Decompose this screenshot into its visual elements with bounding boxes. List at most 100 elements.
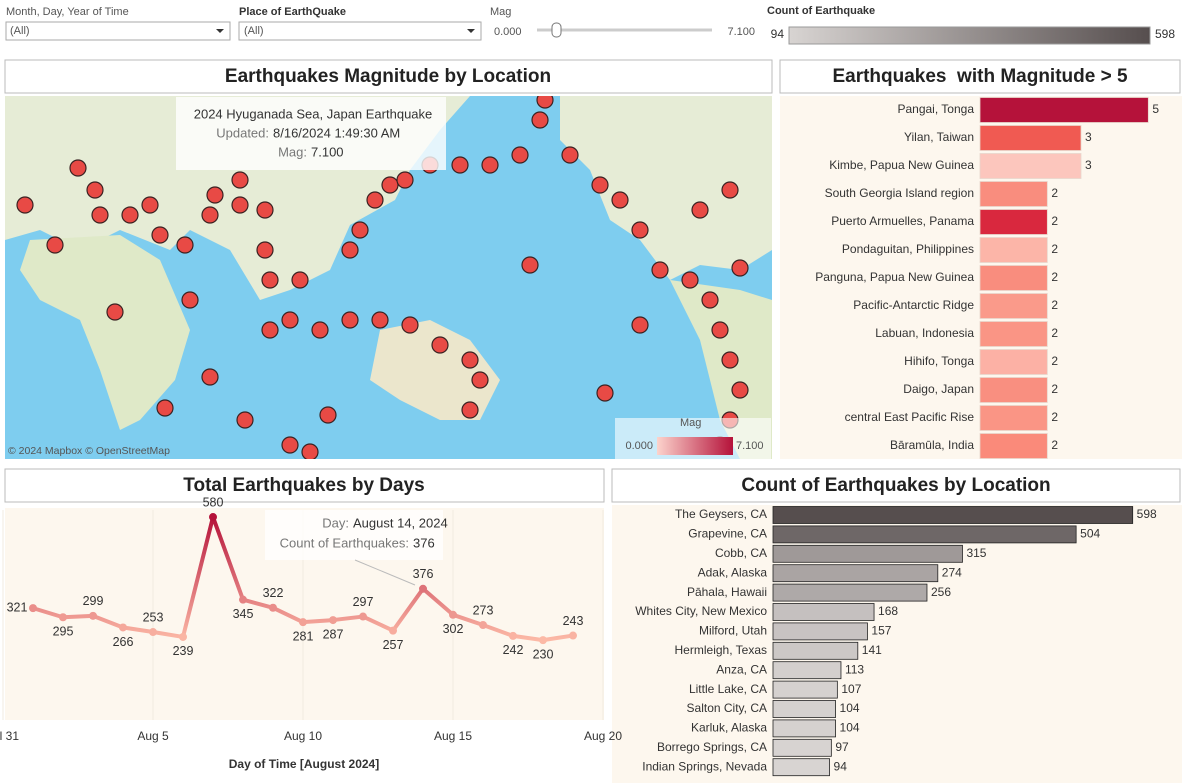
category-label: Whites City, New Mexico xyxy=(635,604,767,618)
category-label: Puerto Armuelles, Panama xyxy=(831,214,974,228)
map-dot xyxy=(291,271,309,289)
point xyxy=(509,631,517,640)
point xyxy=(329,616,337,625)
map-dot xyxy=(261,321,279,339)
map-dot xyxy=(351,221,369,239)
category-label: Panguna, Papua New Guinea xyxy=(815,270,974,284)
legend-min: 0.000 xyxy=(625,440,653,452)
category-label: Hermleigh, Texas xyxy=(675,643,767,657)
map-dot xyxy=(341,311,359,329)
filter-label: Place of EarthQuake xyxy=(239,6,346,18)
value-label: 2 xyxy=(1051,242,1058,256)
value-label: 598 xyxy=(1137,507,1157,521)
value-label: 2 xyxy=(1051,354,1058,368)
bar xyxy=(772,603,875,621)
value-label: 3 xyxy=(1085,158,1092,172)
dropdown[interactable] xyxy=(5,21,231,41)
value-label: 5 xyxy=(1152,102,1159,116)
map-dot xyxy=(681,271,699,289)
value-label: 315 xyxy=(966,546,986,560)
point xyxy=(359,612,367,621)
tooltip-value: 376 xyxy=(413,535,435,550)
point xyxy=(539,636,547,645)
category-label: central East Pacific Rise xyxy=(845,410,975,424)
bar xyxy=(772,622,868,641)
map-dot xyxy=(401,316,419,334)
map-dot xyxy=(511,146,529,164)
land xyxy=(370,320,500,420)
land xyxy=(670,280,772,459)
value-label: 273 xyxy=(473,603,494,617)
map-dot xyxy=(731,381,749,399)
title-box xyxy=(4,59,773,94)
value-label: 94 xyxy=(834,759,848,773)
bar xyxy=(772,583,928,602)
attribution: © 2024 Mapbox © OpenStreetMap xyxy=(8,445,170,457)
value-label: 97 xyxy=(835,740,849,754)
tooltip-label: Count of Earthquakes: xyxy=(280,535,409,550)
map-dot xyxy=(281,311,299,329)
value-label: 2 xyxy=(1051,438,1058,452)
value-label: 322 xyxy=(263,586,284,600)
land xyxy=(560,96,772,280)
chart-title: Total Earthquakes by Days xyxy=(183,475,424,496)
bar xyxy=(979,433,1048,459)
map-dot xyxy=(461,401,479,419)
tooltip-label: Updated: xyxy=(216,125,269,140)
dropdown-arrow xyxy=(467,29,475,33)
value-label: 157 xyxy=(871,624,891,638)
map-dot xyxy=(596,384,614,402)
map-dot xyxy=(561,146,579,164)
category-label: Kimbe, Papua New Guinea xyxy=(829,158,974,172)
point xyxy=(89,611,97,620)
title-box xyxy=(779,59,1181,94)
tooltip-pointer xyxy=(354,559,416,586)
map-dot xyxy=(181,291,199,309)
value-label: 243 xyxy=(563,614,584,628)
category-label: Little Lake, CA xyxy=(689,682,767,696)
filter-label: Month, Day, Year of Time xyxy=(6,6,129,18)
category-label: Indian Springs, Nevada xyxy=(642,759,767,773)
dropdown-value: (All) xyxy=(10,25,30,37)
category-label: Borrego Springs, CA xyxy=(657,740,767,754)
map-dot xyxy=(701,291,719,309)
map-dot xyxy=(261,271,279,289)
map-dot xyxy=(651,261,669,279)
map-dot xyxy=(531,111,549,129)
slider-max: 7.100 xyxy=(727,26,755,38)
tooltip-value: August 14, 2024 xyxy=(353,515,448,530)
map-dot xyxy=(176,236,194,254)
map-dot xyxy=(281,436,299,454)
tooltip-value: 8/16/2024 1:49:30 AM xyxy=(273,125,400,140)
chart-title: Earthquakes with Magnitude > 5 xyxy=(832,66,1128,87)
map-dot xyxy=(301,443,319,459)
map-dot xyxy=(201,368,219,386)
value-label: 168 xyxy=(878,604,898,618)
map-dot xyxy=(46,236,64,254)
map-dot xyxy=(711,321,729,339)
map-dot xyxy=(471,371,489,389)
value-label: 297 xyxy=(353,595,374,609)
point xyxy=(209,513,217,522)
point xyxy=(449,610,457,619)
value-label: 2 xyxy=(1051,298,1058,312)
legend-min: 94 xyxy=(771,27,785,41)
value-label: 239 xyxy=(173,644,194,658)
slider-handle[interactable] xyxy=(551,22,562,38)
map-dot xyxy=(86,181,104,199)
category-label: Bāramūla, India xyxy=(890,438,974,452)
x-tick-label: Jul 31 xyxy=(0,729,19,743)
point xyxy=(299,618,307,627)
legend-max: 7.100 xyxy=(736,440,764,452)
category-label: Grapevine, CA xyxy=(688,527,767,541)
filter-label: Mag xyxy=(490,6,511,18)
tooltip xyxy=(176,97,446,170)
map-dot xyxy=(366,191,384,209)
category-label: Daigo, Japan xyxy=(903,382,974,396)
dropdown[interactable] xyxy=(238,21,482,41)
point xyxy=(59,613,67,622)
tooltip-value: 7.100 xyxy=(311,144,344,159)
tooltip-title: 2024 Hyuganada Sea, Japan Earthquake xyxy=(194,106,433,121)
category-label: Pangai, Tonga xyxy=(897,102,974,116)
chart-title: Count of Earthquakes by Location xyxy=(741,475,1050,496)
